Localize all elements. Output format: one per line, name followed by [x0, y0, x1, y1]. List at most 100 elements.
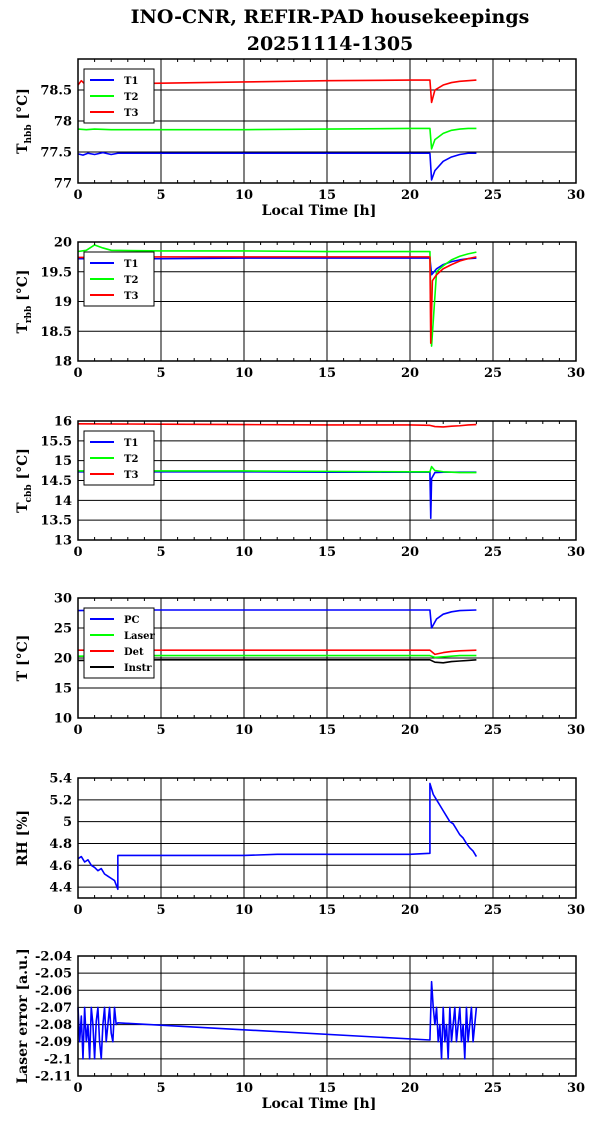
x-tick-label: 0 [73, 903, 82, 918]
x-tick-label: 20 [401, 545, 419, 560]
legend-box [83, 430, 155, 486]
chart-panel-2: 18 18.5 19 19.5 20 0 5 10 15 20 25 30 Trbb [°C] T1 T2 T… [15, 236, 585, 382]
x-tick-label: 0 [73, 723, 82, 738]
y-tick-label: 4.4 [49, 881, 72, 896]
legend-label: T1 [124, 438, 138, 449]
x-tick-label: 5 [156, 903, 165, 918]
legend-label: Det [124, 647, 144, 658]
x-tick-label: 20 [401, 366, 419, 381]
x-tick-label: 0 [73, 545, 82, 560]
x-axis-label: Local Time [h] [262, 203, 377, 219]
y-tick-label: 14 [54, 494, 72, 509]
x-tick-label: 10 [235, 903, 253, 918]
x-tick-label: 15 [318, 903, 336, 918]
series-line-det [78, 649, 477, 656]
y-tick-label: 18 [54, 355, 72, 370]
y-tick-label: -2.1 [44, 1052, 72, 1067]
x-tick-label: 15 [318, 723, 336, 738]
y-tick-label: 15 [54, 454, 72, 469]
legend-label: T2 [124, 275, 138, 286]
x-tick-label: 10 [235, 366, 253, 381]
x-tick-label: 25 [484, 366, 502, 381]
y-tick-label: -2.06 [35, 984, 72, 999]
series-line-t1 [77, 151, 477, 181]
x-tick-label: 0 [73, 366, 82, 381]
y-tick-label: 10 [54, 712, 72, 727]
x-tick-label: 15 [318, 545, 336, 560]
legend-label: T1 [124, 76, 138, 87]
series-line-t2 [77, 244, 477, 347]
chart-panel-6: -2.11 -2.1 -2.09 -2.08 -2.07 -2.06 -2.05 -2.04 0… [15, 948, 585, 1112]
x-tick-label: 20 [401, 1081, 419, 1096]
y-tick-label: 16 [54, 415, 72, 430]
x-tick-label: 0 [73, 188, 82, 203]
series-line-pc [77, 609, 477, 629]
y-axis-label: Thbb [°C] [15, 88, 34, 154]
legend-label: T3 [124, 108, 138, 119]
y-tick-label: -2.08 [35, 1018, 72, 1033]
x-tick-label: 10 [235, 545, 253, 560]
y-tick-label: 14.5 [40, 474, 72, 489]
y-tick-label: 77 [54, 177, 72, 192]
x-tick-label: 30 [567, 188, 585, 203]
y-tick-label: 20 [54, 652, 72, 667]
y-tick-label: 78.5 [40, 84, 72, 99]
x-tick-label: 25 [484, 723, 502, 738]
legend-label: T3 [124, 470, 138, 481]
x-tick-label: 5 [156, 366, 165, 381]
x-tick-label: 25 [484, 1081, 502, 1096]
y-tick-label: -2.04 [35, 950, 72, 965]
y-tick-label: 5.2 [49, 793, 72, 808]
x-tick-label: 30 [567, 545, 585, 560]
legend-label: Instr [124, 663, 152, 674]
y-tick-label: 78 [54, 115, 72, 130]
series-line-t1 [78, 257, 477, 276]
x-tick-label: 25 [484, 188, 502, 203]
x-tick-label: 20 [401, 903, 419, 918]
legend-label: Laser [124, 631, 156, 642]
legend-label: T3 [124, 291, 138, 302]
series-line-t3 [77, 256, 477, 344]
x-tick-label: 10 [235, 723, 253, 738]
y-axis-label: Tcbb [°C] [15, 448, 34, 513]
y-axis-label: RH [%] [15, 810, 31, 866]
x-tick-label: 5 [156, 723, 165, 738]
y-tick-label: 30 [54, 592, 72, 607]
x-tick-label: 25 [484, 903, 502, 918]
x-tick-label: 0 [73, 1081, 82, 1096]
series-line-laser-error [77, 980, 478, 1060]
figure-title: INO-CNR, REFIR-PAD housekeepings [131, 6, 530, 28]
y-tick-label: 13 [54, 534, 72, 549]
y-tick-label: 18.5 [40, 325, 72, 340]
y-tick-label: -2.09 [35, 1035, 72, 1050]
figure-subtitle-date: 20251114-1305 [247, 33, 414, 55]
chart-panel-4: 10 15 20 25 30 0 5 10 15 20 25 30 T [°C] PC Laser Det In… [15, 592, 585, 739]
y-tick-label: 15.5 [40, 434, 72, 449]
y-axis-label: Trbb [°C] [15, 269, 34, 333]
x-axis-label: Local Time [h] [262, 1096, 377, 1112]
chart-panel-5: 4.4 4.6 4.8 5 5.2 5.4 0 5 10 15 20 25 30 RH [%] [15, 772, 585, 919]
series-line-t2 [77, 127, 477, 150]
y-tick-label: 5 [63, 815, 72, 830]
x-tick-label: 20 [401, 188, 419, 203]
y-tick-label: -2.07 [35, 1001, 72, 1016]
y-tick-label: -2.11 [35, 1070, 72, 1085]
y-tick-label: 19.5 [40, 265, 72, 280]
panels: 77 77.5 78 78.5 0 5 10 15 20 25 30 Local Time [h] Th… [15, 58, 585, 1112]
y-tick-label: 15 [54, 682, 72, 697]
chart-panel-1: 77 77.5 78 78.5 0 5 10 15 20 25 30 Local Time [h] Th… [15, 58, 585, 219]
legend-label: T2 [124, 454, 138, 465]
x-tick-label: 30 [567, 723, 585, 738]
legend-label: PC [124, 615, 140, 626]
y-tick-label: 19 [54, 295, 72, 310]
series-line-instr [77, 658, 477, 664]
y-tick-label: 4.6 [49, 859, 72, 874]
series-line-rh [77, 782, 478, 891]
y-tick-label: 20 [54, 236, 72, 251]
y-tick-label: -2.05 [35, 967, 72, 982]
y-tick-label: 77.5 [40, 146, 72, 161]
legend-label: T1 [124, 259, 138, 270]
y-axis-label: T [°C] [15, 635, 31, 682]
